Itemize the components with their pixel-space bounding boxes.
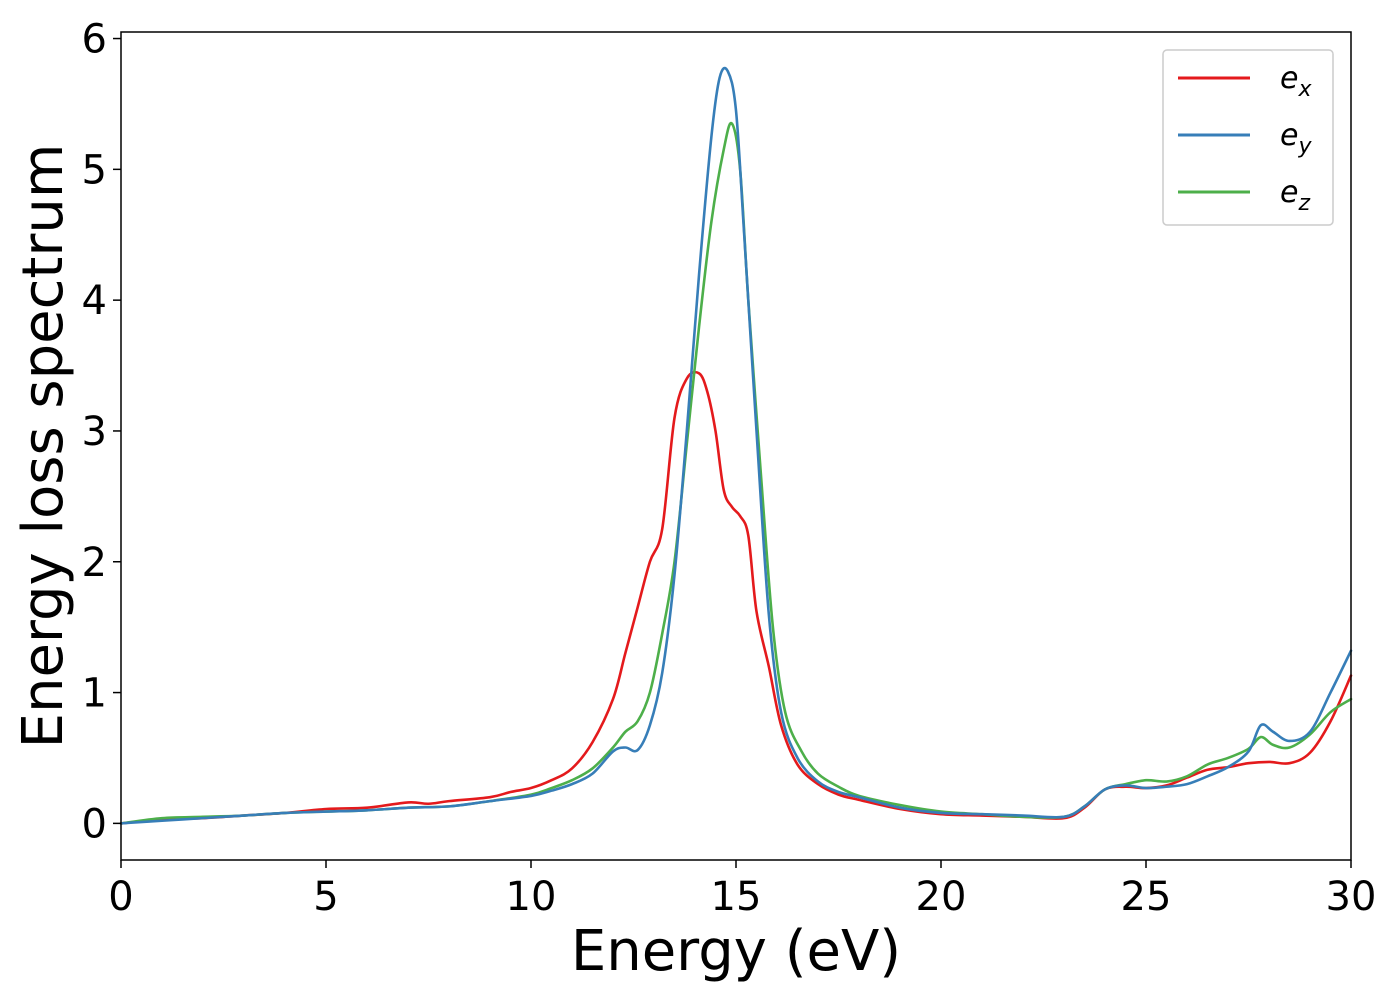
y-tick-label: 1 [82,671,107,717]
series-line-y [119,66,1353,825]
legend-label-base: e [1280,118,1298,153]
y-tick-label: 0 [82,801,107,847]
x-tick-label: 0 [108,874,133,920]
y-axis-title: Energy loss spectrum [11,144,76,749]
y-tick-label: 3 [82,409,107,455]
x-axis: 0 5 10 15 20 25 30 [108,860,1376,920]
series-layer [119,66,1353,825]
legend-label-subscript: y [1297,134,1312,159]
legend-label-subscript: z [1297,191,1310,216]
legend-label-base: e [1280,175,1298,210]
x-tick-label: 30 [1326,874,1377,920]
y-tick-label: 6 [82,17,107,63]
legend-label-subscript: x [1297,77,1312,102]
plot-background [121,32,1351,860]
legend-label-y: ey [1280,118,1312,159]
x-tick-label: 5 [313,874,338,920]
y-tick-label: 5 [82,147,107,193]
legend-box [1162,49,1334,226]
x-tick-label: 15 [711,874,762,920]
x-tick-label: 25 [1121,874,1172,920]
y-axis: 0 1 2 3 4 5 6 [82,17,121,847]
x-tick-label: 10 [506,874,557,920]
x-tick-label: 20 [916,874,967,920]
y-tick-label: 2 [82,540,107,586]
legend-label-x: ex [1280,61,1312,102]
legend-label-z: ez [1280,175,1310,216]
y-tick-label: 4 [82,278,107,324]
legend-label-base: e [1280,61,1298,96]
x-axis-title: Energy (eV) [571,919,901,984]
